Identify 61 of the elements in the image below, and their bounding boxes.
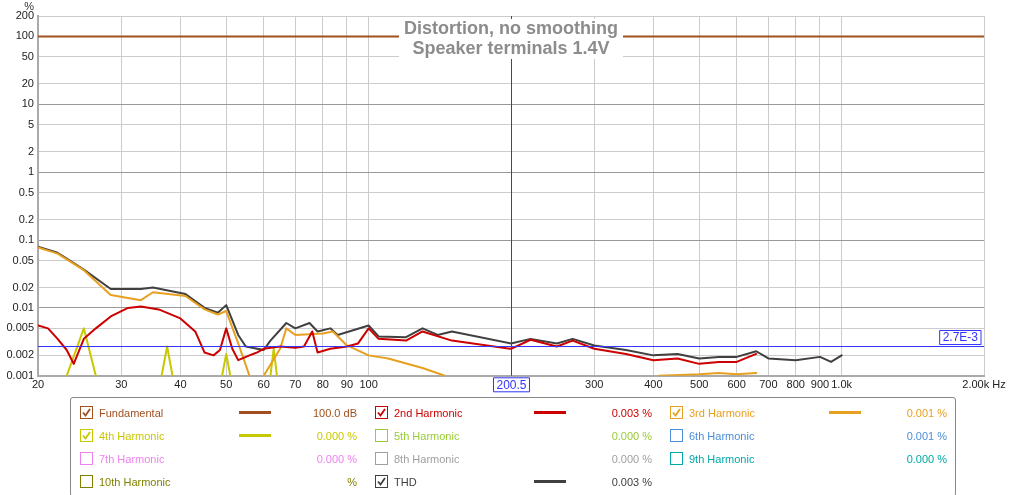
legend-label: 5th Harmonic (394, 429, 461, 442)
x-tick-label: 500 (690, 378, 709, 391)
ref-line-label: 200.5 (496, 377, 527, 392)
x-tick-label: 2.00k Hz (962, 378, 1006, 391)
text: 0.003 % (610, 406, 652, 419)
y-tick-label: 0.5 (18, 185, 34, 198)
text: 0.000 % (315, 429, 357, 442)
y-tick-label: 0.05 (12, 253, 34, 266)
legend-label: 2nd Harmonic (394, 406, 464, 419)
x-tick-label: 100 (359, 378, 378, 391)
x-tick-label: 70 (289, 378, 302, 391)
legend-label: THD (394, 475, 418, 488)
legend-label: 3rd Harmonic (689, 406, 757, 419)
x-tick-label: 600 (727, 378, 746, 391)
y-tick-label: 0.02 (12, 280, 34, 293)
text: 100.0 dB (311, 406, 357, 419)
y-tick-label: 0.1 (18, 233, 34, 246)
legend-label: 4th Harmonic (99, 429, 166, 442)
y-tick-label: 1 (27, 165, 34, 178)
x-tick-label: 80 (316, 378, 329, 391)
x-tick-label: 400 (644, 378, 663, 391)
legend-label: Fundamental (99, 406, 165, 419)
text: 0.000 % (610, 452, 652, 465)
y-tick-label: 50 (21, 49, 34, 62)
x-tick-label: 700 (759, 378, 778, 391)
y-tick-label: 0.01 (12, 300, 34, 313)
text: 0.000 % (905, 452, 947, 465)
chart-title: Distortion, no smoothing (404, 17, 618, 38)
x-tick-label: 40 (174, 378, 187, 391)
legend-label: 8th Harmonic (394, 452, 461, 465)
y-tick-label: 20 (21, 76, 34, 89)
legend-label: 9th Harmonic (689, 452, 756, 465)
legend-label: 7th Harmonic (99, 452, 166, 465)
text: Speaker terminals 1.4V (412, 37, 610, 58)
text: 0.003 % (610, 475, 652, 488)
x-tick-label: 800 (786, 378, 805, 391)
y-tick-label: 0.002 (6, 348, 34, 361)
y-tick-label: 0.001 (6, 368, 34, 381)
text: 0.000 % (610, 429, 652, 442)
x-tick-label: 1.0k (831, 378, 853, 391)
y-tick-label: 100 (15, 29, 34, 42)
x-tick-label: 90 (340, 378, 354, 391)
y-tick-label: 5 (27, 117, 34, 130)
y-tick-label: 0.2 (18, 212, 34, 225)
x-tick-label: 900 (810, 378, 830, 391)
y-tick-label: 0.005 (6, 321, 34, 334)
y-tick-label: 2 (27, 144, 34, 157)
text: 0.001 % (905, 406, 947, 419)
x-tick-label: 60 (257, 378, 270, 391)
y-tick-label: 10 (21, 97, 34, 110)
y-axis-title: % (24, 0, 35, 12)
text: 0.001 % (905, 429, 947, 442)
x-tick-label: 50 (220, 378, 233, 391)
y-tick-label: 200 (15, 9, 34, 22)
x-tick-label: 30 (115, 378, 128, 391)
text: 0.000 % (315, 452, 357, 465)
legend-label: 6th Harmonic (689, 429, 756, 442)
text: % (346, 475, 357, 488)
legend-label: 10th Harmonic (99, 475, 172, 488)
x-tick-label: 300 (585, 378, 604, 391)
ref-line-label: 2.7E-3 (942, 329, 979, 344)
